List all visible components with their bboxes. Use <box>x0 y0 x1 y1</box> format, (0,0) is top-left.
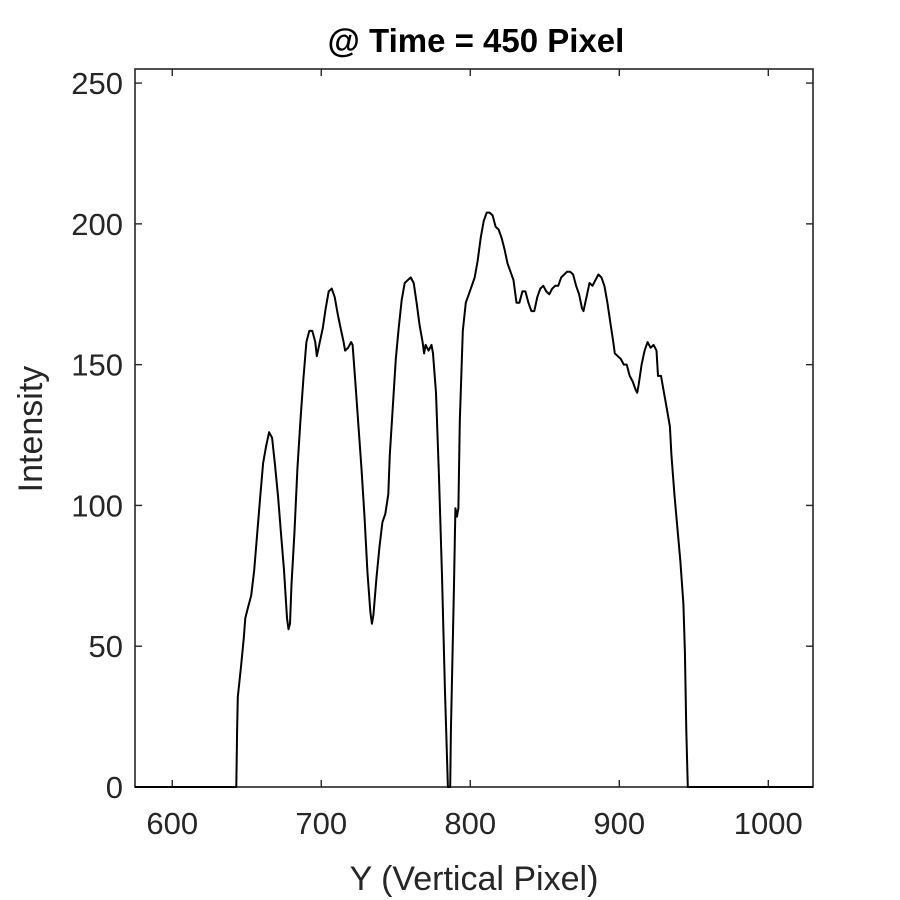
y-tick-label: 0 <box>106 770 123 805</box>
x-tick-label: 800 <box>444 806 496 841</box>
x-tick-label: 1000 <box>734 806 803 841</box>
axes-box <box>134 68 814 788</box>
y-tick-label: 150 <box>71 348 123 383</box>
y-tick-label: 50 <box>89 629 123 664</box>
plot-area: 600 700 800 900 1000 0 50 100 150 200 250 <box>71 66 814 841</box>
x-tick-label: 900 <box>593 806 645 841</box>
chart-title: @ Time = 450 Pixel <box>328 22 625 59</box>
y-axis-label: Intensity <box>12 366 50 493</box>
y-tick-label: 250 <box>71 66 123 101</box>
x-tick-label: 600 <box>146 806 198 841</box>
x-axis-label: Y (Vertical Pixel) <box>350 860 599 898</box>
y-tick-label: 100 <box>71 488 123 523</box>
y-tick-label: 200 <box>71 207 123 242</box>
intensity-line <box>135 211 813 788</box>
x-tick-label: 700 <box>295 806 347 841</box>
